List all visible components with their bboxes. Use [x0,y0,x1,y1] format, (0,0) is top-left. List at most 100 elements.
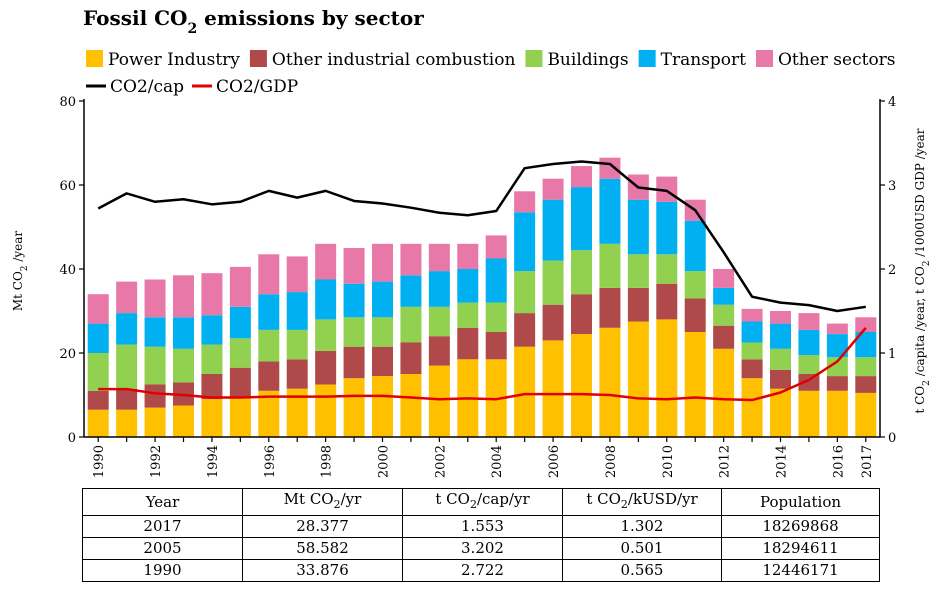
table-cell: 3.202 [402,537,563,560]
bar [229,306,251,339]
table-cell: 2005 [82,537,243,560]
bar [144,317,166,347]
x-tick-label: 2014 [775,445,790,478]
table-header-row: Year Mt CO2/yr t CO2/cap/yr t CO2/kUSD/yr Po… [82,488,880,516]
bar [428,365,450,437]
bar [457,243,479,269]
bar [855,357,877,377]
bar [656,201,678,255]
table-cell: 18294611 [721,537,880,560]
bar [173,348,194,383]
bar [173,317,194,349]
table-cell: 0.501 [562,537,722,560]
table-cell: 2017 [82,515,243,538]
x-tick-label: 1990 [92,445,107,478]
bar [116,281,138,314]
bar [343,346,365,379]
bar [713,304,735,326]
bar [457,302,479,328]
bar [713,269,735,288]
bar [343,317,365,347]
bar [400,275,422,307]
bar [627,199,649,255]
y-tick-label-right: 3 [888,179,896,194]
bar [684,220,706,272]
x-tick-label: 2000 [377,445,392,478]
bar [201,344,223,374]
bar-series-0 [87,319,877,437]
bar [485,258,507,303]
legend-item: Other industrial combustion [249,50,515,70]
x-tick-label: 2010 [661,445,676,478]
bar [258,329,280,362]
table-row: 2017 28.377 1.553 1.302 18269868 [82,515,880,538]
bar [372,376,393,437]
legend-label: Power Industry [108,50,240,70]
bar [542,178,564,200]
bar [741,342,763,360]
bar [400,342,422,374]
bar [400,243,422,276]
legend-label: Other sectors [778,50,896,70]
bar [684,271,706,299]
y-axis-left-label: Mt CO2 /year [11,231,30,312]
legend: Power Industry Other industrial combustio… [86,50,896,97]
bar [116,388,138,410]
bar [770,311,791,324]
bar-series-3 [87,178,877,358]
bar [258,254,280,295]
bar [315,384,337,437]
x-tick-label: 2008 [604,445,619,478]
bar [144,346,166,385]
bar [826,390,848,437]
bar [627,254,649,288]
bar [656,283,678,320]
table-cell: 0.565 [562,559,722,582]
bar [201,315,223,345]
table-header-cell: Year [82,488,243,516]
bar-series-4 [87,157,877,335]
bar [599,178,621,244]
bar [571,294,592,335]
bar [372,281,393,318]
table-cell: 33.876 [242,559,403,582]
legend-item: CO2/GDP [192,77,298,97]
bar [599,327,621,437]
bar [741,378,763,437]
bar [229,266,251,307]
bar [201,273,223,316]
y-tick-label-right: 2 [888,263,896,278]
bar [855,332,877,358]
bar [798,313,820,330]
bar [627,287,649,322]
bar [599,157,621,179]
bar [713,325,735,349]
y-tick-label-right: 0 [888,431,896,446]
bar [258,390,280,437]
table-cell: 1.553 [402,515,563,538]
bar [116,344,138,389]
bar [428,306,450,337]
legend-swatch [249,50,267,67]
table-row: 1990 33.876 2.722 0.565 12446171 [82,559,880,582]
bar [798,374,820,391]
bar [542,340,564,437]
bar [514,191,536,213]
bar [229,397,251,437]
bar [542,304,564,341]
legend-item: Buildings [525,50,629,70]
table-cell: 1990 [82,559,243,582]
legend-label: Buildings [547,50,628,70]
table-body: 2017 28.377 1.553 1.302 18269868 2005 58.582 3.… [82,515,880,582]
bar [770,348,791,370]
bar [286,359,308,389]
bar [571,166,592,188]
bar [315,279,337,320]
plot-area: 0 20 40 60 80 0 1 2 3 4 1990 1992 1994 1996 1998 2000 20… [59,95,896,478]
summary-table: Year Mt CO2/yr t CO2/cap/yr t CO2/kUSD/yr Po… [82,488,880,582]
bar [855,392,877,437]
bar [656,254,678,284]
bar [855,376,877,393]
bar [144,407,166,437]
bar-series-1 [87,283,877,410]
